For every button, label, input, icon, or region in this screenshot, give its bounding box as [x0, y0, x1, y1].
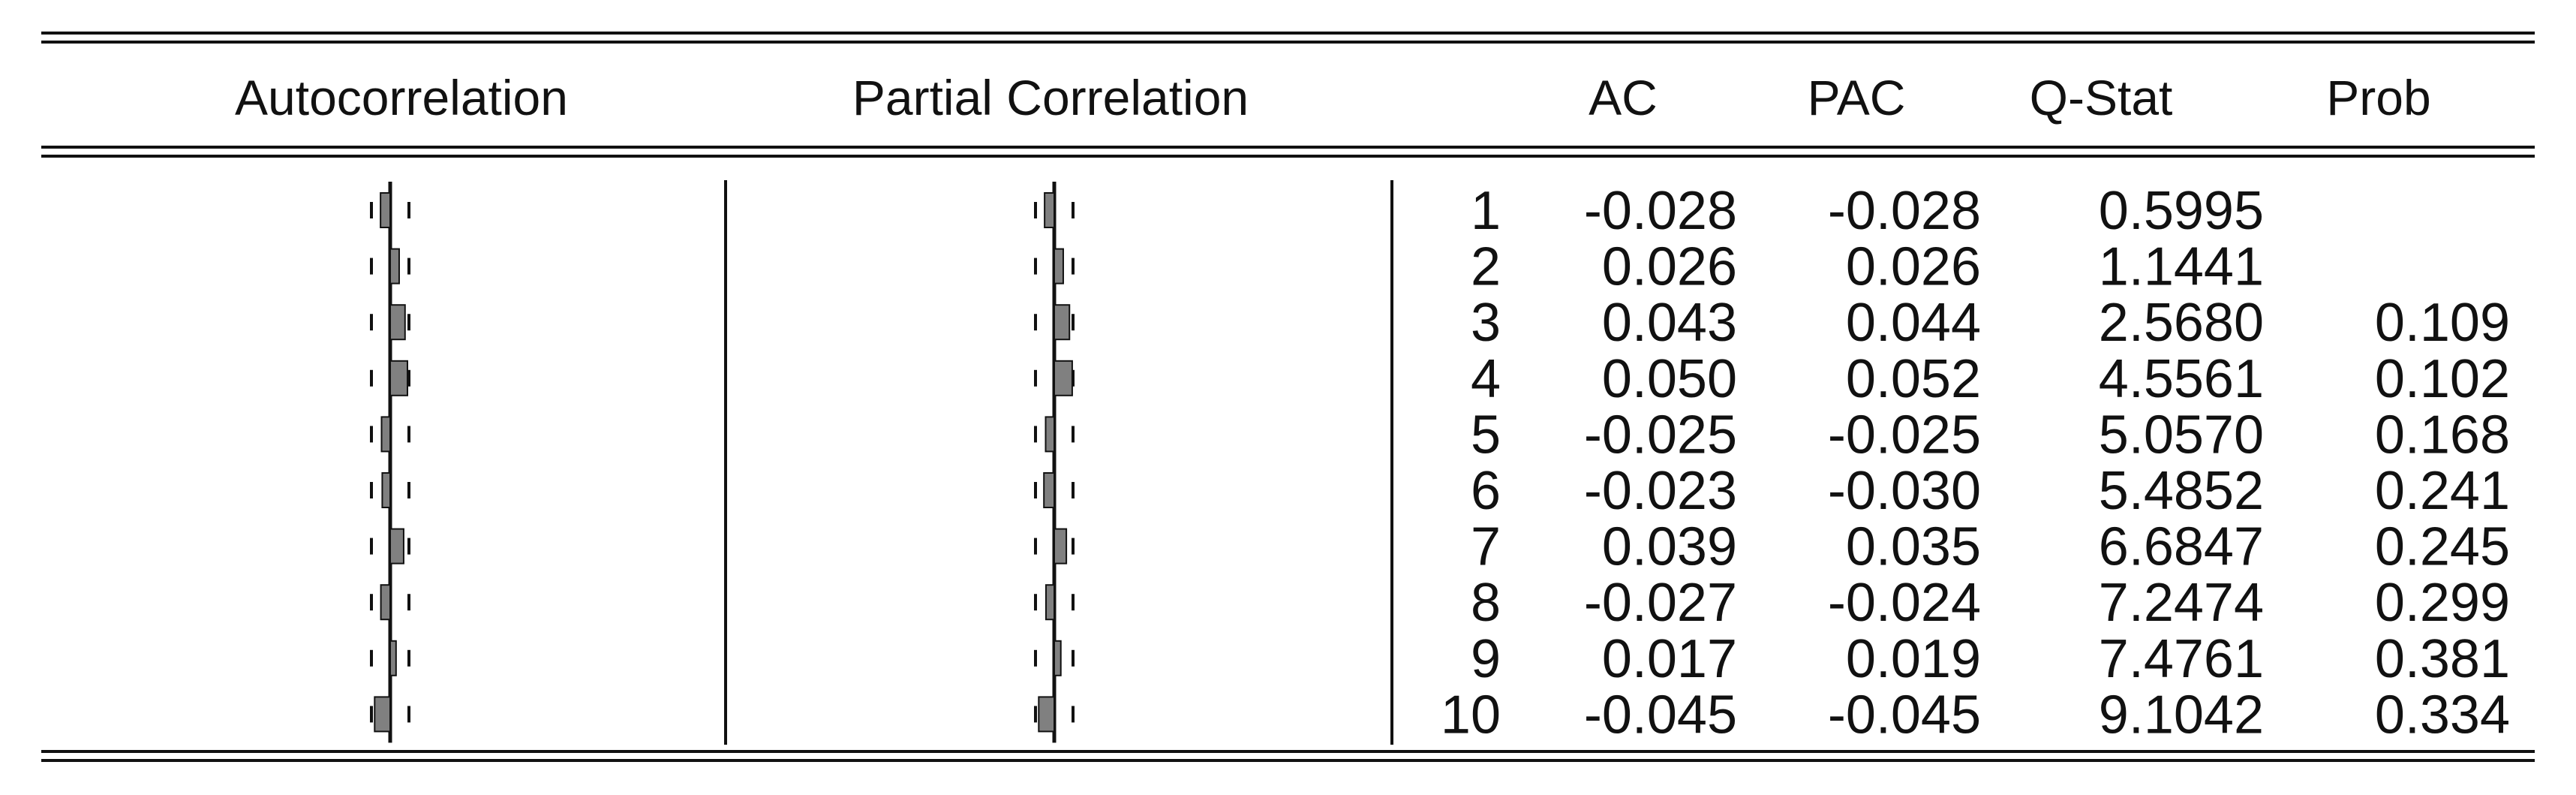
table-row: 6 -0.023 -0.030 5.4852 0.241 [1471, 461, 2510, 521]
ac-bar-lag-5 [380, 416, 391, 453]
table-rows: 1 -0.028 -0.028 0.5995 2 0.026 0.026 1.1441 3 0.0… [1441, 181, 2510, 745]
header-partial-correlation: Partial Correlation [852, 70, 1249, 125]
pac-value: -0.045 [1828, 685, 1981, 745]
ac-bar-lag-10 [374, 696, 391, 733]
lag-label: 3 [1471, 293, 1501, 353]
partial-correlation-panel [1034, 182, 1075, 743]
header-ac: AC [1589, 70, 1658, 125]
ac-value: -0.028 [1584, 181, 1737, 241]
lag-label: 2 [1471, 237, 1501, 297]
ac-bar-lag-2 [389, 248, 400, 285]
prob-value: 0.245 [2375, 517, 2510, 577]
qstat-value: 5.4852 [2099, 461, 2264, 521]
pac-value: -0.025 [1828, 405, 1981, 465]
prob-value: 0.381 [2375, 629, 2510, 689]
ac-value: 0.050 [1602, 349, 1737, 409]
table-row: 2 0.026 0.026 1.1441 [1471, 237, 2264, 297]
pac-bar-lag-5 [1045, 416, 1055, 453]
ac-value: 0.017 [1602, 629, 1737, 689]
table-row: 1 -0.028 -0.028 0.5995 [1471, 181, 2264, 241]
prob-value: 0.168 [2375, 405, 2510, 465]
ac-bar-lag-9 [389, 640, 397, 676]
pac-value: 0.019 [1846, 629, 1981, 689]
lag-label: 5 [1471, 405, 1501, 465]
lag-label: 10 [1441, 685, 1501, 745]
pac-bar-lag-7 [1054, 528, 1068, 565]
qstat-value: 7.4761 [2099, 629, 2264, 689]
pac-value: 0.035 [1846, 517, 1981, 577]
ac-bar-lag-7 [389, 528, 404, 565]
table-row: 5 -0.025 -0.025 5.0570 0.168 [1471, 405, 2510, 465]
table-row: 10 -0.045 -0.045 9.1042 0.334 [1441, 685, 2510, 745]
pac-bar-lag-9 [1054, 640, 1062, 676]
prob-value: 0.102 [2375, 349, 2510, 409]
prob-value: 0.334 [2375, 685, 2510, 745]
lag-label: 8 [1471, 573, 1501, 633]
qstat-value: 6.6847 [2099, 517, 2264, 577]
ac-bar-lag-6 [381, 472, 392, 508]
ac-value: -0.023 [1584, 461, 1737, 521]
qstat-value: 2.5680 [2099, 293, 2264, 353]
pac-value: 0.026 [1846, 237, 1981, 297]
qstat-value: 9.1042 [2099, 685, 2264, 745]
pac-bar-lag-10 [1038, 696, 1056, 733]
pac-bar-lag-2 [1054, 248, 1064, 285]
lag-label: 1 [1471, 181, 1501, 241]
lag-label: 9 [1471, 629, 1501, 689]
pac-value: -0.024 [1828, 573, 1981, 633]
ac-value: 0.039 [1602, 517, 1737, 577]
ac-value: -0.025 [1584, 405, 1737, 465]
qstat-value: 0.5995 [2099, 181, 2264, 241]
pac-value: -0.030 [1828, 461, 1981, 521]
ac-bar-lag-8 [380, 584, 391, 621]
lag-label: 4 [1471, 349, 1501, 409]
ac-bar-lag-4 [389, 360, 408, 396]
ac-value: 0.043 [1602, 293, 1737, 353]
qstat-value: 1.1441 [2099, 237, 2264, 297]
pac-value: 0.044 [1846, 293, 1981, 353]
autocorrelation-panel [370, 182, 410, 743]
lag-label: 6 [1471, 461, 1501, 521]
ac-bar-lag-3 [389, 304, 406, 341]
pac-bar-lag-4 [1054, 360, 1073, 396]
lag-label: 7 [1471, 517, 1501, 577]
header-autocorrelation: Autocorrelation [235, 70, 568, 125]
table-row: 4 0.050 0.052 4.5561 0.102 [1471, 349, 2510, 409]
prob-value: 0.299 [2375, 573, 2510, 633]
pac-value: -0.028 [1828, 181, 1981, 241]
prob-value: 0.109 [2375, 293, 2510, 353]
pac-value: 0.052 [1846, 349, 1981, 409]
qstat-value: 4.5561 [2099, 349, 2264, 409]
qstat-value: 7.2474 [2099, 573, 2264, 633]
table-row: 3 0.043 0.044 2.5680 0.109 [1471, 293, 2510, 353]
header-prob: Prob [2326, 70, 2430, 125]
ac-bar-lag-1 [380, 192, 391, 228]
ac-value: -0.027 [1584, 573, 1737, 633]
ac-value: 0.026 [1602, 237, 1737, 297]
table-row: 7 0.039 0.035 6.6847 0.245 [1471, 517, 2510, 577]
pac-bar-lag-8 [1045, 584, 1055, 621]
pac-bar-lag-3 [1054, 304, 1071, 341]
qstat-value: 5.0570 [2099, 405, 2264, 465]
table-row: 9 0.017 0.019 7.4761 0.381 [1471, 629, 2510, 689]
pac-bar-lag-1 [1044, 192, 1055, 228]
header-qstat: Q-Stat [2030, 70, 2173, 125]
table-row: 8 -0.027 -0.024 7.2474 0.299 [1471, 573, 2510, 633]
ac-value: -0.045 [1584, 685, 1737, 745]
pac-bar-lag-6 [1043, 472, 1055, 508]
prob-value: 0.241 [2375, 461, 2510, 521]
header-pac: PAC [1808, 70, 1906, 125]
